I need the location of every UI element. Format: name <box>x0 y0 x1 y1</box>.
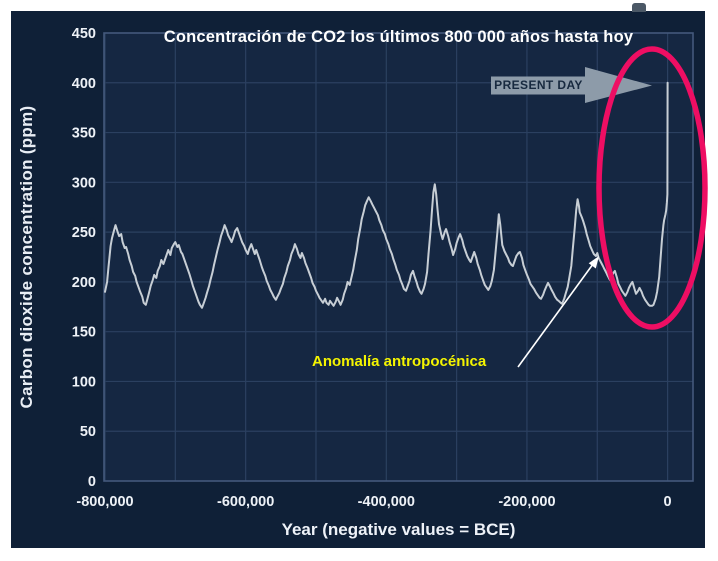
x-tick-label: -200,000 <box>498 494 555 510</box>
y-tick-label: 300 <box>72 175 96 191</box>
co2-curve <box>104 81 669 309</box>
x-tick-label: -600,000 <box>217 494 274 510</box>
y-tick-label: 400 <box>72 76 96 92</box>
plot-border <box>103 32 694 482</box>
y-tick-label: 350 <box>72 126 96 142</box>
y-tick-label: 200 <box>72 275 96 291</box>
y-tick-label: 50 <box>80 424 96 440</box>
y-tick-label: 100 <box>72 374 96 390</box>
present-day-banner-label: PRESENT DAY <box>494 78 583 92</box>
y-axis-label: Carbon dioxide concentration (ppm) <box>17 105 36 409</box>
anomaly-annotation-label: Anomalía antropocénica <box>312 353 487 370</box>
x-tick-label: 0 <box>664 494 672 510</box>
chart-title: Concentración de CO2 los últimos 800 000… <box>163 28 634 46</box>
anomaly-arrow-line <box>517 261 596 368</box>
y-tick-label: 150 <box>72 325 96 341</box>
cropped-ui-fragment <box>632 3 646 12</box>
y-tick-label: 250 <box>72 225 96 241</box>
x-tick-label: -400,000 <box>358 494 415 510</box>
y-tick-label: 450 <box>72 26 96 42</box>
highlight-ellipse <box>596 46 708 330</box>
present-day-banner <box>491 76 586 95</box>
x-tick-label: -800,000 <box>76 494 133 510</box>
y-tick-label: 0 <box>88 474 96 490</box>
x-axis-label: Year (negative values = BCE) <box>281 520 516 539</box>
anomaly-arrow-head-icon <box>588 256 599 269</box>
plot-area <box>104 33 693 481</box>
